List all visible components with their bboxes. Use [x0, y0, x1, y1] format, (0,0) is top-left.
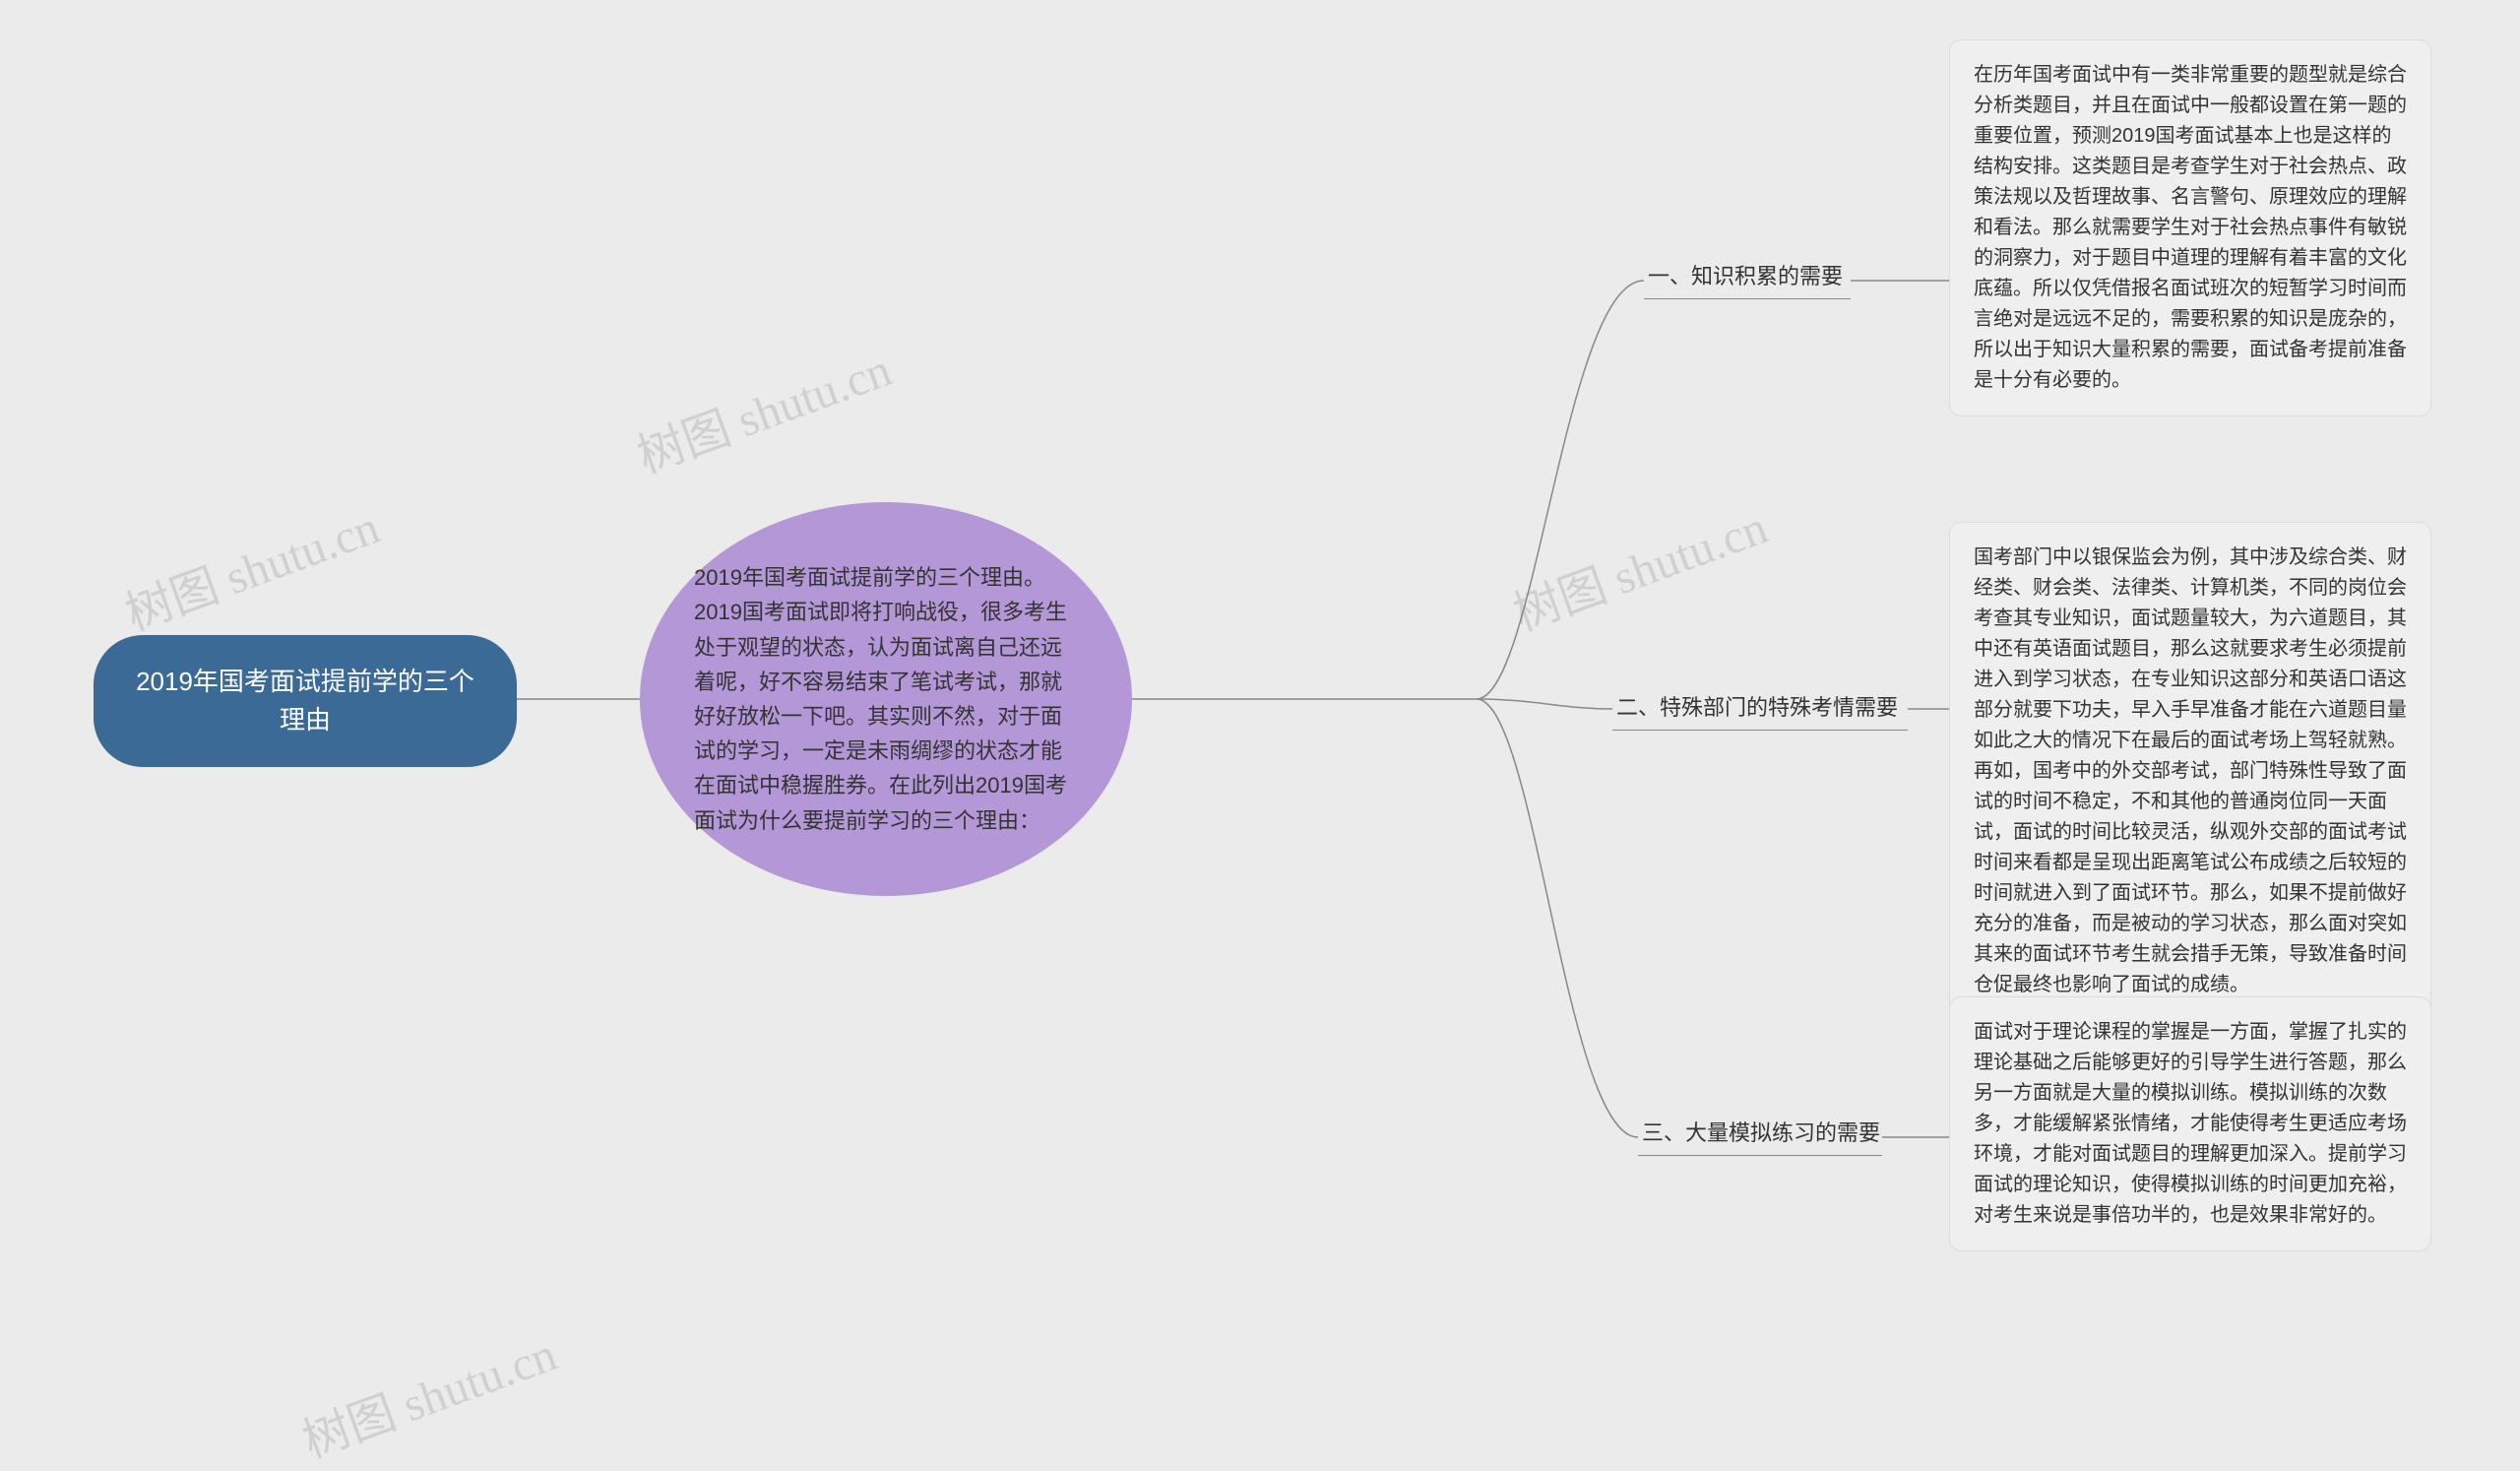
root-node-label: 2019年国考面试提前学的三个理由	[136, 667, 474, 735]
branch-node-3-label: 三、大量模拟练习的需要	[1642, 1120, 1880, 1145]
branch-node-2[interactable]: 二、特殊部门的特殊考情需要	[1612, 682, 1908, 731]
root-node[interactable]: 2019年国考面试提前学的三个理由	[94, 635, 517, 767]
branch-node-3[interactable]: 三、大量模拟练习的需要	[1638, 1108, 1882, 1156]
watermark: 树图 shutu.cn	[1502, 488, 1775, 644]
detail-node-3[interactable]: 面试对于理论课程的掌握是一方面，掌握了扎实的理论基础之后能够更好的引导学生进行答…	[1949, 996, 2431, 1251]
detail-node-1[interactable]: 在历年国考面试中有一类非常重要的题型就是综合分析类题目，并且在面试中一般都设置在…	[1949, 39, 2431, 416]
branch-node-2-label: 二、特殊部门的特殊考情需要	[1616, 695, 1898, 720]
watermark: 树图 shutu.cn	[114, 488, 387, 644]
branch-node-1[interactable]: 一、知识积累的需要	[1644, 251, 1851, 299]
watermark: 树图 shutu.cn	[291, 1315, 564, 1471]
detail-node-2[interactable]: 国考部门中以银保监会为例，其中涉及综合类、财经类、财会类、法律类、计算机类，不同…	[1949, 522, 2431, 1021]
detail-node-1-text: 在历年国考面试中有一类非常重要的题型就是综合分析类题目，并且在面试中一般都设置在…	[1974, 64, 2407, 391]
intro-node-text: 2019年国考面试提前学的三个理由。2019国考面试即将打响战役，很多考生处于观…	[694, 560, 1078, 838]
watermark: 树图 shutu.cn	[626, 331, 899, 486]
branch-node-1-label: 一、知识积累的需要	[1648, 264, 1843, 288]
intro-node[interactable]: 2019年国考面试提前学的三个理由。2019国考面试即将打响战役，很多考生处于观…	[640, 502, 1132, 896]
detail-node-3-text: 面试对于理论课程的掌握是一方面，掌握了扎实的理论基础之后能够更好的引导学生进行答…	[1974, 1021, 2407, 1226]
detail-node-2-text: 国考部门中以银保监会为例，其中涉及综合类、财经类、财会类、法律类、计算机类，不同…	[1974, 546, 2407, 995]
